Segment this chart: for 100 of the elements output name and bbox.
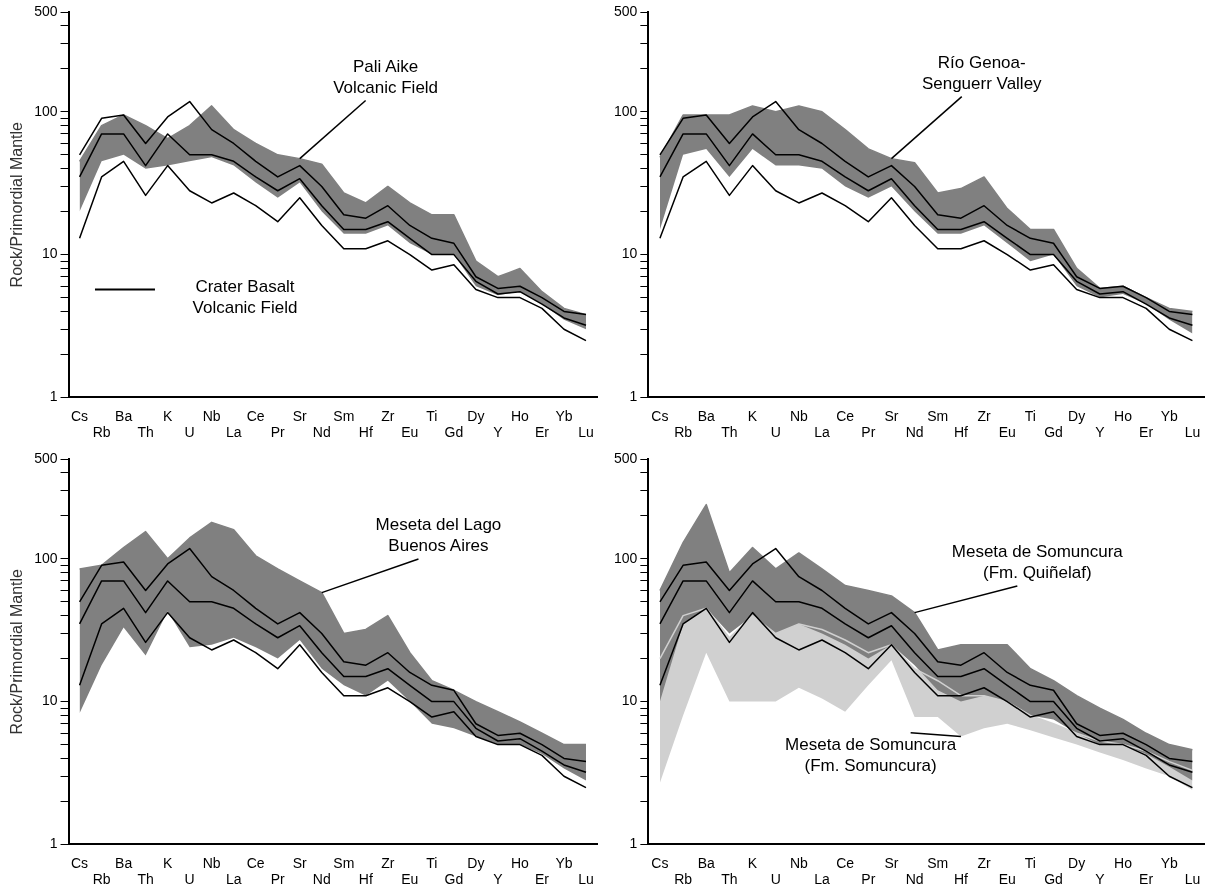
- x-tick-label: Zr: [977, 854, 991, 871]
- x-tick-label: Ho: [1114, 854, 1133, 871]
- x-tick-label: La: [225, 424, 242, 441]
- x-tick-label: Cs: [71, 407, 89, 424]
- x-tick-label: U: [184, 424, 195, 441]
- x-tick-label: Yb: [1160, 854, 1179, 871]
- x-tick-label: Cs: [71, 854, 89, 871]
- text: Meseta de Somuncura (Fm. Somuncura): [785, 734, 957, 775]
- x-tick-label: La: [814, 871, 830, 888]
- x-tick-label: Ho: [510, 407, 530, 424]
- x-tick-label: Rb: [674, 871, 693, 888]
- x-tick-label: Rb: [92, 424, 111, 441]
- x-tick-label: Dy: [1068, 854, 1086, 871]
- x-tick-label: Ce: [246, 407, 265, 424]
- y-tick-label: 1: [629, 835, 638, 852]
- x-tick-label: Er: [1139, 871, 1154, 888]
- x-tick-label: Th: [137, 424, 154, 441]
- x-tick-label: Pr: [861, 424, 876, 441]
- x-tick-label: Hf: [358, 871, 373, 888]
- x-tick-label: Ho: [1114, 407, 1133, 424]
- x-tick-label: Nb: [202, 407, 221, 424]
- x-tick-label: Hf: [953, 424, 969, 441]
- x-tick-label: Rb: [92, 871, 111, 888]
- x-tick-label: Sr: [292, 407, 308, 424]
- x-tick-label: Eu: [998, 871, 1016, 888]
- y-tick-label: 500: [614, 2, 638, 19]
- x-tick-label: Er: [534, 424, 550, 441]
- x-tick-label: Hf: [358, 424, 373, 441]
- x-tick-label: Y: [1095, 871, 1106, 888]
- y-axis-title: Rock/Primordial Mantle: [8, 121, 26, 288]
- x-tick-label: Gd: [1044, 424, 1063, 441]
- x-tick-label: Yb: [555, 407, 573, 424]
- x-tick-label: Ce: [836, 407, 855, 424]
- x-tick-label: K: [747, 854, 758, 871]
- x-tick-label: Ba: [697, 407, 716, 424]
- x-tick-label: Ti: [426, 407, 438, 424]
- x-tick-label: Sr: [884, 854, 899, 871]
- x-tick-label: Pr: [270, 871, 286, 888]
- y-tick-label: 1: [629, 388, 638, 405]
- text: Pali Aike Volcanic Field: [333, 56, 439, 97]
- y-tick-label: 10: [621, 245, 638, 262]
- text: Meseta del Lago Buenos Aires: [375, 515, 502, 556]
- x-tick-label: Dy: [1068, 407, 1086, 424]
- x-tick-label: Dy: [467, 854, 485, 871]
- x-tick-label: Nd: [312, 424, 331, 441]
- x-tick-label: La: [225, 871, 242, 888]
- x-tick-label: Lu: [1184, 424, 1201, 441]
- x-tick-label: Sm: [927, 407, 949, 424]
- y-tick-label: 100: [34, 549, 58, 566]
- x-tick-label: Zr: [977, 407, 991, 424]
- x-tick-label: Gd: [1044, 871, 1063, 888]
- y-tick-label: 500: [34, 2, 58, 19]
- x-tick-label: Pr: [270, 424, 286, 441]
- y-tick-label: 10: [41, 692, 58, 709]
- x-tick-label: K: [747, 407, 758, 424]
- x-tick-label: Lu: [578, 871, 594, 888]
- x-tick-label: Ba: [697, 854, 716, 871]
- x-tick-label: Yb: [1160, 407, 1179, 424]
- x-tick-label: Er: [1139, 424, 1154, 441]
- y-tick-label: 100: [614, 102, 638, 119]
- x-tick-label: Cs: [651, 407, 669, 424]
- x-tick-label: Sr: [884, 407, 899, 424]
- x-tick-label: Gd: [444, 871, 464, 888]
- x-tick-label: Sm: [333, 854, 355, 871]
- x-tick-label: Nd: [905, 871, 924, 888]
- x-tick-label: K: [162, 854, 173, 871]
- x-tick-label: Yb: [555, 854, 573, 871]
- x-tick-label: U: [184, 871, 195, 888]
- x-tick-label: Pr: [861, 871, 876, 888]
- x-tick-label: Ho: [510, 854, 530, 871]
- x-tick-label: Dy: [467, 407, 485, 424]
- x-tick-label: Er: [534, 871, 550, 888]
- x-tick-label: Gd: [444, 424, 464, 441]
- x-tick-label: Y: [493, 871, 504, 888]
- y-axis-title: Rock/Primordial Mantle: [8, 568, 26, 735]
- x-tick-label: Nb: [202, 854, 221, 871]
- x-tick-label: Nb: [789, 854, 808, 871]
- y-tick-label: 500: [34, 449, 58, 466]
- x-tick-label: Zr: [381, 407, 395, 424]
- x-tick-label: U: [770, 424, 781, 441]
- x-tick-label: Nd: [905, 424, 924, 441]
- y-tick-label: 1: [49, 388, 58, 405]
- y-tick-label: 100: [34, 102, 58, 119]
- x-tick-label: Ce: [836, 854, 855, 871]
- x-tick-label: Y: [1095, 424, 1106, 441]
- x-tick-label: Th: [721, 871, 738, 888]
- x-tick-label: Sr: [292, 854, 308, 871]
- x-tick-label: Sm: [333, 407, 355, 424]
- x-tick-label: La: [814, 424, 830, 441]
- x-tick-label: Ba: [115, 854, 133, 871]
- x-tick-label: Eu: [401, 424, 419, 441]
- x-tick-label: Ti: [1024, 407, 1036, 424]
- x-tick-label: Lu: [578, 424, 594, 441]
- text: Meseta de Somuncura (Fm. Quiñelaf): [951, 542, 1124, 583]
- x-tick-label: K: [162, 407, 173, 424]
- x-tick-label: Cs: [651, 854, 669, 871]
- y-tick-label: 1: [49, 835, 58, 852]
- x-tick-label: Ti: [426, 854, 438, 871]
- legend-label: Crater Basalt Volcanic Field: [192, 276, 298, 317]
- x-tick-label: Th: [721, 424, 738, 441]
